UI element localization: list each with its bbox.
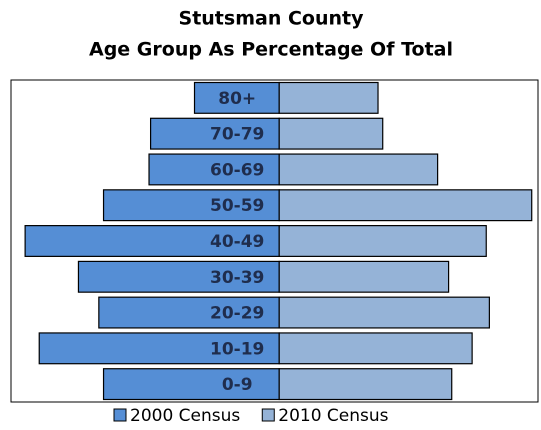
category-label: 80+	[218, 89, 256, 109]
legend-swatch	[261, 408, 275, 422]
bar	[278, 368, 453, 401]
category-label: 50-59	[210, 196, 264, 216]
plot-frame	[10, 79, 539, 403]
bar	[278, 81, 379, 114]
bar	[24, 225, 280, 257]
category-label: 70-79	[210, 125, 264, 145]
bar	[278, 260, 450, 293]
bar	[278, 117, 384, 150]
category-label: 30-39	[210, 268, 264, 288]
bar	[278, 296, 490, 329]
bar	[278, 225, 487, 257]
bar	[102, 189, 280, 222]
bar	[98, 296, 280, 329]
legend-label: 2000 Census	[130, 406, 240, 426]
category-label: 0-9	[222, 375, 253, 395]
legend-label: 2010 Census	[278, 406, 388, 426]
chart-title: Stutsman County	[179, 8, 365, 30]
category-label: 40-49	[210, 232, 264, 252]
bar	[278, 332, 473, 365]
legend-swatch	[113, 408, 127, 422]
category-label: 60-69	[210, 160, 264, 180]
bar	[193, 81, 280, 114]
category-label: 20-29	[210, 304, 264, 324]
category-label: 10-19	[210, 339, 264, 359]
bar	[149, 117, 280, 150]
bar	[38, 332, 280, 365]
bar	[278, 153, 439, 186]
bar	[278, 189, 533, 222]
bar	[102, 368, 280, 401]
chart-title: Age Group As Percentage Of Total	[89, 39, 453, 61]
bar	[148, 153, 280, 186]
